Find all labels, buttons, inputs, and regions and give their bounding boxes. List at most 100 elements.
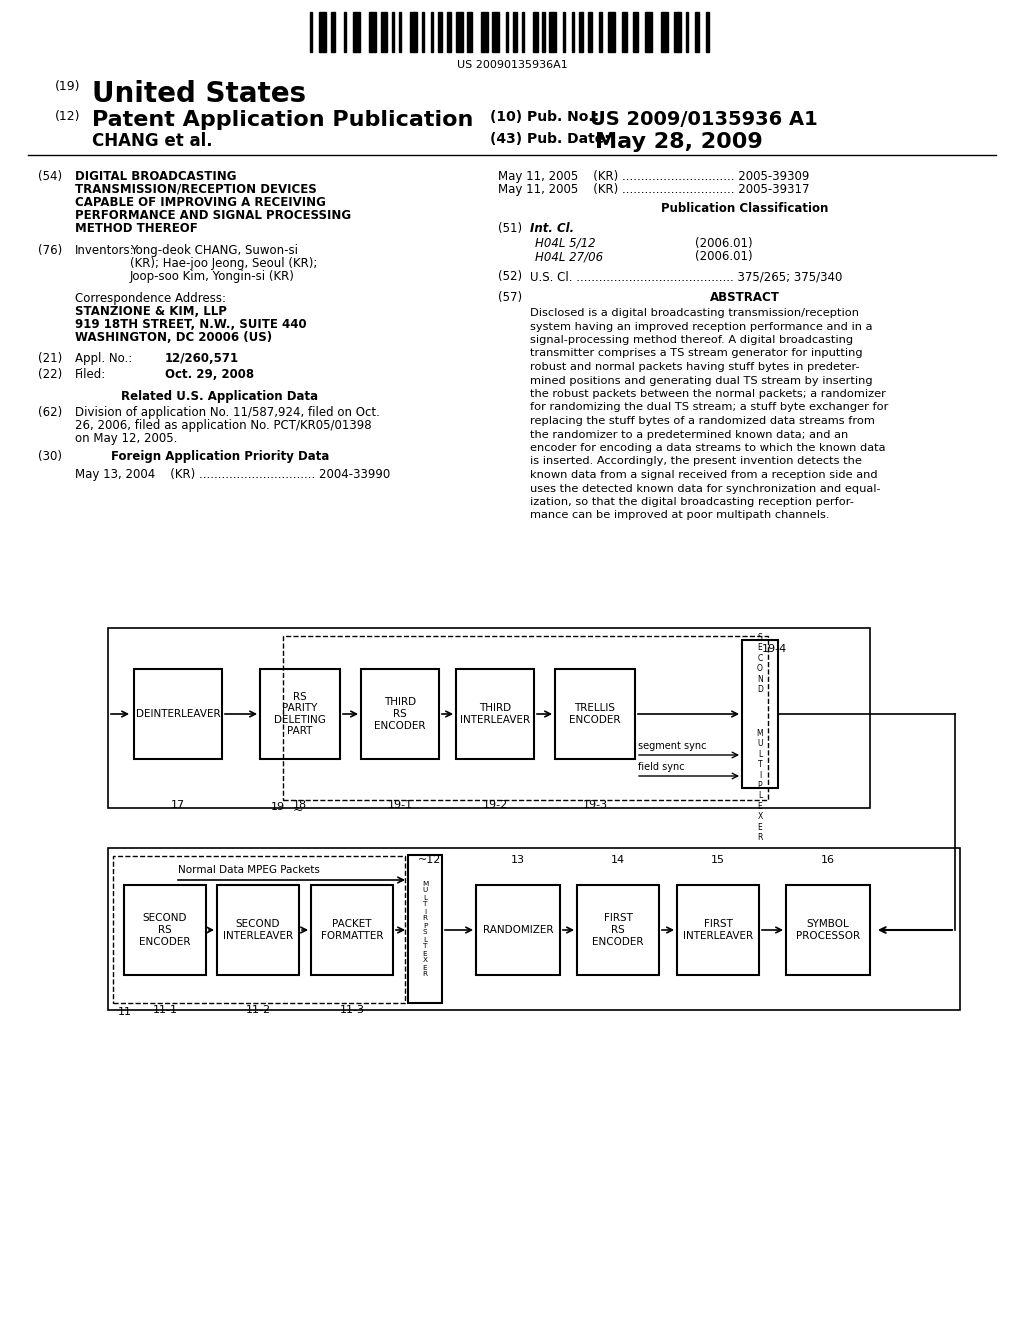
- Text: (51): (51): [498, 222, 522, 235]
- Bar: [577, 884, 659, 975]
- Text: FIRST
INTERLEAVER: FIRST INTERLEAVER: [683, 919, 753, 941]
- Text: PERFORMANCE AND SIGNAL PROCESSING: PERFORMANCE AND SIGNAL PROCESSING: [75, 209, 351, 222]
- Text: Patent Application Publication: Patent Application Publication: [92, 110, 473, 129]
- Bar: [353, 12, 360, 51]
- Bar: [113, 855, 406, 1003]
- Bar: [437, 12, 442, 51]
- Bar: [572, 12, 574, 51]
- Text: SECOND
INTERLEAVER: SECOND INTERLEAVER: [223, 919, 293, 941]
- Text: Division of application No. 11/587,924, filed on Oct.: Division of application No. 11/587,924, …: [75, 407, 380, 418]
- Bar: [506, 12, 508, 51]
- Text: (12): (12): [55, 110, 81, 123]
- Text: transmitter comprises a TS stream generator for inputting: transmitter comprises a TS stream genera…: [530, 348, 862, 359]
- Bar: [467, 12, 472, 51]
- Text: H04L 27/06: H04L 27/06: [535, 249, 603, 263]
- Text: ization, so that the digital broadcasting reception perfor-: ization, so that the digital broadcastin…: [530, 498, 854, 507]
- Bar: [660, 12, 668, 51]
- Bar: [513, 12, 517, 51]
- Text: TRANSMISSION/RECEPTION DEVICES: TRANSMISSION/RECEPTION DEVICES: [75, 183, 316, 195]
- Text: uses the detected known data for synchronization and equal-: uses the detected known data for synchro…: [530, 483, 881, 494]
- Text: (22): (22): [38, 368, 62, 381]
- Bar: [361, 669, 439, 759]
- Text: THIRD
RS
ENCODER: THIRD RS ENCODER: [374, 697, 426, 730]
- Text: 11-2: 11-2: [246, 1005, 270, 1015]
- Text: Correspondence Address:: Correspondence Address:: [75, 292, 226, 305]
- Text: May 11, 2005    (KR) .............................. 2005-39309: May 11, 2005 (KR) ......................…: [498, 170, 809, 183]
- Text: FIRST
RS
ENCODER: FIRST RS ENCODER: [592, 913, 644, 946]
- Bar: [431, 12, 433, 51]
- Bar: [675, 12, 681, 51]
- Text: the robust packets between the normal packets; a randomizer: the robust packets between the normal pa…: [530, 389, 886, 399]
- Text: for randomizing the dual TS stream; a stuff byte exchanger for: for randomizing the dual TS stream; a st…: [530, 403, 889, 412]
- Text: Normal Data MPEG Packets: Normal Data MPEG Packets: [178, 865, 319, 875]
- Text: WASHINGTON, DC 20006 (US): WASHINGTON, DC 20006 (US): [75, 331, 272, 345]
- Bar: [707, 12, 709, 51]
- Text: encoder for encoding a data streams to which the known data: encoder for encoding a data streams to w…: [530, 444, 886, 453]
- Bar: [522, 12, 524, 51]
- Text: (21): (21): [38, 352, 62, 366]
- Bar: [456, 12, 463, 51]
- Text: Joop-soo Kim, Yongin-si (KR): Joop-soo Kim, Yongin-si (KR): [130, 271, 295, 282]
- Text: 11-1: 11-1: [153, 1005, 177, 1015]
- Bar: [370, 12, 376, 51]
- Text: Filed:: Filed:: [75, 368, 106, 381]
- Bar: [398, 12, 401, 51]
- Text: mance can be improved at poor multipath channels.: mance can be improved at poor multipath …: [530, 511, 829, 520]
- Text: Inventors:: Inventors:: [75, 244, 134, 257]
- Bar: [124, 884, 206, 975]
- Text: 17: 17: [171, 800, 185, 810]
- Bar: [493, 12, 499, 51]
- Bar: [331, 12, 335, 51]
- Text: STANZIONE & KIM, LLP: STANZIONE & KIM, LLP: [75, 305, 227, 318]
- Text: DIGITAL BROADCASTING: DIGITAL BROADCASTING: [75, 170, 237, 183]
- Text: Oct. 29, 2008: Oct. 29, 2008: [165, 368, 254, 381]
- Text: (62): (62): [38, 407, 62, 418]
- Text: U.S. Cl. .......................................... 375/265; 375/340: U.S. Cl. ...............................…: [530, 271, 843, 282]
- Text: 19-2: 19-2: [482, 800, 508, 810]
- Text: 11-3: 11-3: [340, 1005, 365, 1015]
- Text: S
E
C
O
N
D: S E C O N D: [757, 634, 763, 694]
- Text: on May 12, 2005.: on May 12, 2005.: [75, 432, 177, 445]
- Text: DEINTERLEAVER: DEINTERLEAVER: [136, 709, 220, 719]
- Text: May 11, 2005    (KR) .............................. 2005-39317: May 11, 2005 (KR) ......................…: [498, 183, 810, 195]
- Bar: [134, 669, 222, 759]
- Text: TRELLIS
ENCODER: TRELLIS ENCODER: [569, 704, 621, 725]
- Text: M
U
L
T
I
P
L
E
X
E
R: M U L T I P L E X E R: [757, 729, 763, 842]
- Bar: [408, 855, 442, 1003]
- Text: (54): (54): [38, 170, 62, 183]
- Bar: [446, 12, 452, 51]
- Text: (19): (19): [55, 81, 81, 92]
- Text: 919 18TH STREET, N.W., SUITE 440: 919 18TH STREET, N.W., SUITE 440: [75, 318, 306, 331]
- Text: May 13, 2004    (KR) ............................... 2004-33990: May 13, 2004 (KR) ......................…: [75, 469, 390, 480]
- Bar: [108, 628, 870, 808]
- Text: (43) Pub. Date:: (43) Pub. Date:: [490, 132, 609, 147]
- Text: (52): (52): [498, 271, 522, 282]
- Bar: [481, 12, 487, 51]
- Bar: [310, 12, 312, 51]
- Text: 11: 11: [118, 1007, 132, 1016]
- Text: robust and normal packets having stuff bytes in predeter-: robust and normal packets having stuff b…: [530, 362, 859, 372]
- Text: SECOND
RS
ENCODER: SECOND RS ENCODER: [139, 913, 190, 946]
- Bar: [319, 12, 326, 51]
- Text: mined positions and generating dual TS stream by inserting: mined positions and generating dual TS s…: [530, 375, 872, 385]
- Bar: [217, 884, 299, 975]
- Text: (2006.01): (2006.01): [695, 238, 753, 249]
- Text: (KR); Hae-joo Jeong, Seoul (KR);: (KR); Hae-joo Jeong, Seoul (KR);: [130, 257, 317, 271]
- Text: Publication Classification: Publication Classification: [662, 202, 828, 215]
- Bar: [599, 12, 601, 51]
- Bar: [786, 884, 870, 975]
- Bar: [260, 669, 340, 759]
- Bar: [543, 12, 545, 51]
- Text: US 20090135936A1: US 20090135936A1: [457, 59, 567, 70]
- Text: Related U.S. Application Data: Related U.S. Application Data: [122, 389, 318, 403]
- Bar: [411, 12, 417, 51]
- Text: signal-processing method thereof. A digital broadcasting: signal-processing method thereof. A digi…: [530, 335, 853, 345]
- Text: ~12: ~12: [419, 855, 441, 865]
- Text: H04L 5/12: H04L 5/12: [535, 238, 596, 249]
- Text: METHOD THEREOF: METHOD THEREOF: [75, 222, 198, 235]
- Text: 12/260,571: 12/260,571: [165, 352, 240, 366]
- Text: (76): (76): [38, 244, 62, 257]
- Bar: [563, 12, 565, 51]
- Text: 19-4: 19-4: [762, 644, 787, 653]
- Bar: [588, 12, 593, 51]
